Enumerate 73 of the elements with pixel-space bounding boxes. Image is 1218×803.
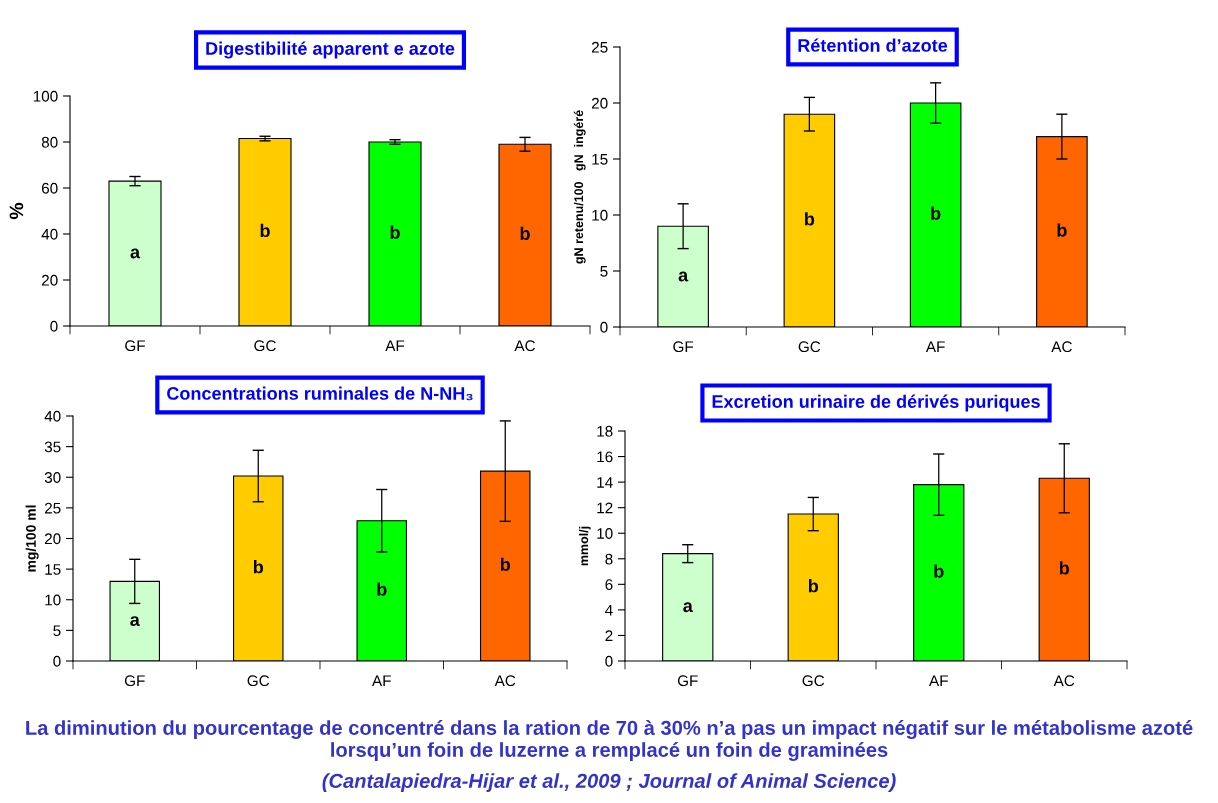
data-label: b bbox=[500, 557, 511, 571]
y-tick-label: 10 bbox=[45, 594, 61, 606]
data-label: a bbox=[130, 248, 141, 259]
y-tick-label: 18 bbox=[597, 425, 613, 437]
x-tick-label: GF bbox=[673, 341, 694, 353]
y-axis-title: gN retenu/100 gN ingéré bbox=[573, 110, 586, 264]
y-tick-label: 10 bbox=[592, 209, 608, 221]
y-tick-label: 12 bbox=[597, 502, 613, 514]
y-tick-label: 4 bbox=[605, 604, 613, 616]
y-tick-label: 0 bbox=[53, 655, 61, 667]
x-tick-label: GC bbox=[802, 675, 825, 687]
data-label: b bbox=[805, 212, 815, 226]
y-tick-label: 15 bbox=[592, 154, 608, 165]
x-tick-label: GF bbox=[677, 675, 698, 687]
x-tick-label: AF bbox=[372, 675, 391, 686]
y-axis-title: mg/100 ml bbox=[25, 505, 39, 572]
x-tick-label: AC bbox=[1051, 341, 1072, 353]
y-tick-label: 10 bbox=[597, 528, 613, 539]
text: La diminution du pourcentage de concentré dans la ration de 70 à 30% n’a pas un impact négatif sur le métabolisme azoté lorsqu’un foin de luzerne a remplacé un foin de graminées bbox=[26, 720, 1193, 762]
data-label: b bbox=[808, 579, 819, 593]
y-tick-label: 80 bbox=[41, 136, 58, 148]
x-tick-label: GC bbox=[798, 341, 821, 353]
chart-title: Digestibilité apparent e azote bbox=[206, 41, 455, 59]
y-tick-label: 60 bbox=[41, 182, 58, 194]
chart-title: Concentrations ruminales de N-NH₃ bbox=[167, 386, 473, 401]
y-tick-label: 8 bbox=[605, 553, 613, 565]
y-tick-label: 25 bbox=[591, 41, 608, 53]
data-label: b bbox=[377, 582, 387, 596]
chart-title: Rétention d’azote bbox=[798, 38, 948, 52]
data-label: b bbox=[1057, 223, 1067, 237]
y-tick-label: 6 bbox=[605, 579, 613, 591]
y-tick-label: 100 bbox=[33, 90, 58, 102]
x-tick-label: AC bbox=[1053, 675, 1075, 687]
x-tick-label: AF bbox=[925, 341, 945, 352]
y-tick-label: 20 bbox=[41, 274, 58, 286]
y-tick-label: 30 bbox=[44, 472, 61, 483]
x-tick-label: GF bbox=[125, 340, 145, 352]
y-tick-label: 5 bbox=[53, 625, 61, 637]
y-tick-label: 16 bbox=[597, 451, 613, 463]
data-label: a bbox=[678, 271, 689, 282]
y-tick-label: 20 bbox=[44, 533, 61, 545]
data-label: a bbox=[130, 616, 140, 627]
y-tick-label: 25 bbox=[44, 502, 61, 514]
data-label: b bbox=[1059, 561, 1070, 575]
y-tick-label: 15 bbox=[45, 564, 61, 575]
x-tick-label: GC bbox=[254, 340, 276, 352]
x-tick-label: AF bbox=[929, 675, 948, 686]
data-label: b bbox=[390, 225, 400, 239]
x-tick-label: AF bbox=[385, 340, 405, 351]
y-tick-label: 2 bbox=[605, 630, 613, 641]
x-tick-label: AC bbox=[514, 340, 536, 352]
y-axis-title: % bbox=[9, 202, 24, 220]
data-label: b bbox=[253, 560, 264, 574]
y-axis-title: mmol/j bbox=[578, 526, 591, 566]
x-tick-label: GF bbox=[124, 675, 145, 687]
data-label: b bbox=[931, 206, 941, 220]
y-tick-label: 0 bbox=[50, 320, 58, 332]
chart-title: Excretion urinaire de dérivés puriques bbox=[712, 394, 1040, 412]
text: (Cantalapiedra-Hijar et al., 2009 ; Journal of Animal Science) bbox=[322, 773, 896, 792]
x-tick-label: AC bbox=[494, 675, 516, 687]
x-tick-label: GC bbox=[247, 675, 270, 687]
y-tick-label: 5 bbox=[600, 266, 608, 277]
data-label: b bbox=[934, 564, 944, 578]
data-label: a bbox=[683, 602, 693, 613]
data-label: b bbox=[520, 226, 530, 240]
y-tick-label: 35 bbox=[44, 441, 61, 453]
data-label: b bbox=[260, 223, 270, 238]
y-tick-label: 14 bbox=[597, 477, 613, 488]
y-tick-label: 20 bbox=[591, 97, 608, 109]
y-tick-label: 40 bbox=[41, 228, 58, 240]
y-tick-label: 0 bbox=[605, 655, 613, 667]
y-tick-label: 40 bbox=[44, 410, 61, 422]
y-tick-label: 0 bbox=[600, 321, 608, 333]
